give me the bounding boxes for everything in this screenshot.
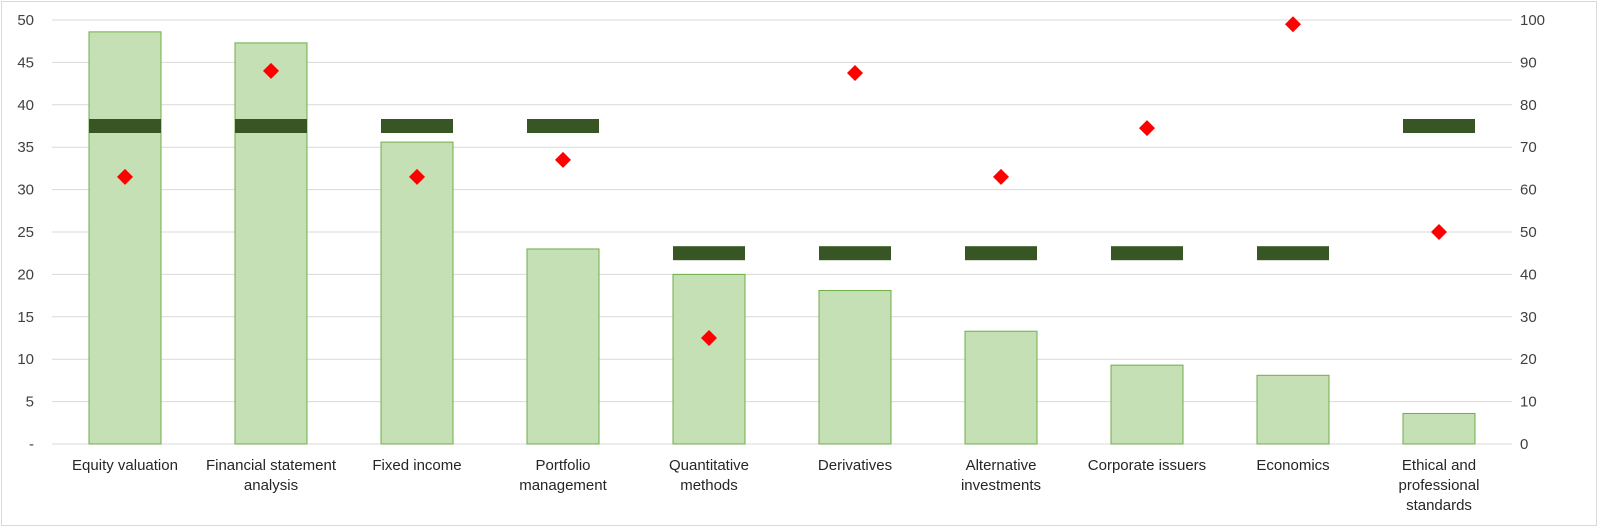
category-label: Economics: [1256, 457, 1329, 474]
left-axis: - 5 10 15 20 25 30 35 40 45 50: [17, 12, 34, 453]
category-label-line: Economics: [1256, 457, 1329, 474]
category-label-line: Portfolio: [535, 457, 590, 474]
right-tick-label: 60: [1520, 182, 1537, 199]
category-label: Corporate issuers: [1088, 457, 1206, 474]
bar: [234, 42, 308, 445]
category-label: Financial statement analysis: [206, 457, 337, 494]
left-tick-label: 50: [17, 12, 34, 29]
dash-marker: [1403, 119, 1475, 133]
dash-marker: [89, 119, 161, 133]
category-label-line: investments: [961, 477, 1041, 494]
diamond-marker: [701, 330, 717, 346]
right-axis: 0 10 20 30 40 50 60 70 80 90 100: [1520, 12, 1545, 453]
left-tick-label: 15: [17, 309, 34, 326]
diamond-marker: [847, 65, 863, 81]
diamond-marker: [1139, 120, 1155, 137]
left-tick-label: 35: [17, 139, 34, 156]
bar: [1256, 374, 1330, 445]
left-tick-label: 20: [17, 266, 34, 283]
dash-marker: [673, 246, 745, 261]
dash-marker-series: [89, 119, 1475, 261]
category-label: Alternative investments: [961, 457, 1041, 494]
bar: [964, 330, 1038, 445]
diamond-marker: [1285, 16, 1301, 33]
category-label-line: Financial statement: [206, 457, 337, 474]
diamond-marker: [117, 168, 133, 185]
right-tick-label: 10: [1520, 394, 1537, 411]
bar: [88, 31, 162, 445]
category-label-line: Equity valuation: [72, 457, 178, 474]
right-tick-label: 40: [1520, 266, 1537, 283]
dash-marker: [235, 119, 307, 133]
bar: [1110, 364, 1184, 445]
dash-marker: [819, 246, 891, 261]
bar: [526, 248, 600, 445]
category-label-line: management: [519, 477, 607, 494]
category-label: Derivatives: [818, 457, 892, 474]
left-tick-label: 45: [17, 54, 34, 71]
bar: [380, 141, 454, 445]
category-label: Equity valuation: [72, 457, 178, 474]
right-tick-label: 50: [1520, 224, 1537, 241]
diamond-marker: [1431, 224, 1447, 240]
dash-marker: [1111, 246, 1183, 261]
category-label-line: standards: [1406, 497, 1472, 514]
right-tick-label: 70: [1520, 139, 1537, 156]
category-label-line: Ethical and: [1402, 457, 1476, 474]
dash-marker: [965, 246, 1037, 261]
left-tick-label: 25: [17, 224, 34, 241]
category-label: Ethical and professional standards: [1399, 457, 1480, 514]
left-tick-label: -: [29, 436, 34, 453]
bar-series: [88, 31, 1476, 445]
category-label-line: Derivatives: [818, 457, 892, 474]
right-tick-label: 100: [1520, 12, 1545, 29]
right-tick-label: 0: [1520, 436, 1528, 453]
right-tick-label: 90: [1520, 54, 1537, 71]
dash-marker: [1257, 246, 1329, 261]
diamond-marker: [555, 151, 571, 168]
bar: [672, 273, 746, 445]
diamond-marker-series: [117, 16, 1447, 346]
diamond-marker: [993, 168, 1009, 185]
category-label-line: analysis: [244, 477, 298, 494]
category-label-line: methods: [680, 477, 738, 494]
left-tick-label: 30: [17, 182, 34, 199]
dash-marker: [527, 119, 599, 133]
dash-marker: [381, 119, 453, 133]
right-tick-label: 80: [1520, 97, 1537, 114]
category-label: Fixed income: [372, 457, 461, 474]
category-labels: Equity valuation Financial statement analy…: [72, 457, 1479, 514]
bar: [1402, 412, 1476, 445]
right-tick-label: 30: [1520, 309, 1537, 326]
bar: [818, 290, 892, 445]
left-tick-label: 10: [17, 351, 34, 368]
category-label-line: professional: [1399, 477, 1480, 494]
category-label-line: Fixed income: [372, 457, 461, 474]
right-tick-label: 20: [1520, 351, 1537, 368]
category-label: Quantitative methods: [669, 457, 749, 494]
left-tick-label: 40: [17, 97, 34, 114]
category-label-line: Alternative: [966, 457, 1037, 474]
category-label-line: Corporate issuers: [1088, 457, 1206, 474]
category-label: Portfolio management: [519, 457, 607, 494]
diamond-marker: [263, 62, 279, 79]
left-tick-label: 5: [26, 394, 34, 411]
diamond-marker: [409, 168, 425, 185]
category-label-line: Quantitative: [669, 457, 749, 474]
